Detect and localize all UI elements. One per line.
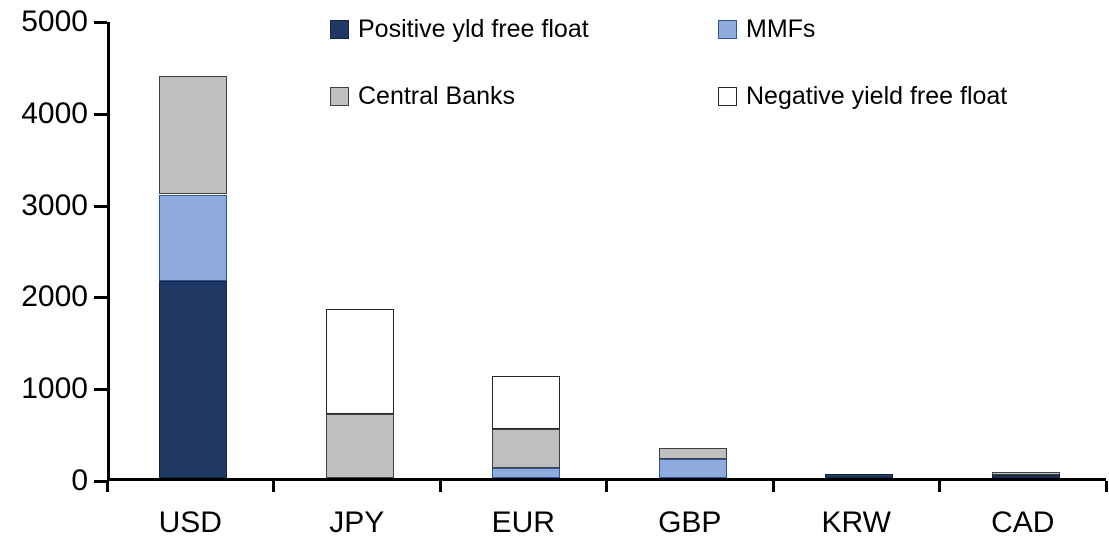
bar-segment — [159, 76, 227, 194]
x-axis-label: KRW — [821, 506, 891, 539]
legend-label: Negative yield free float — [746, 82, 1008, 110]
y-tick-label: 5000 — [21, 5, 88, 38]
bar-segment — [159, 281, 227, 478]
x-tick-mark — [605, 481, 608, 492]
bar-segment — [492, 429, 560, 468]
legend-item: Negative yield free float — [718, 83, 1007, 109]
x-axis-label: EUR — [491, 506, 555, 539]
legend-item: Positive yld free float — [330, 16, 589, 42]
x-tick-mark — [938, 481, 941, 492]
y-tick-label: 0 — [71, 464, 88, 497]
y-tick-mark — [94, 112, 107, 116]
x-tick-mark — [771, 481, 775, 492]
x-tick-mark — [438, 481, 442, 492]
y-tick-mark — [94, 204, 107, 208]
bar-segment — [326, 309, 394, 414]
legend-item: MMFs — [718, 16, 815, 42]
x-tick-mark — [1104, 481, 1108, 492]
bar-segment — [159, 195, 227, 281]
bar-segment — [992, 475, 1060, 478]
legend-swatch-negative-yield-icon — [718, 86, 737, 106]
y-tick-mark — [94, 480, 107, 483]
legend-label: MMFs — [746, 15, 816, 43]
x-axis-label: USD — [158, 506, 222, 539]
y-tick-mark — [94, 388, 107, 392]
bar-segment — [492, 468, 560, 478]
bar-segment — [825, 474, 893, 478]
bar-segment — [992, 472, 1060, 475]
bar-segment — [659, 459, 727, 478]
bar-segment — [659, 448, 727, 459]
y-tick-label: 2000 — [21, 280, 88, 314]
bar-segment — [492, 376, 560, 429]
y-tick-label: 4000 — [21, 96, 88, 130]
y-tick-mark — [94, 296, 107, 300]
y-tick-label: 3000 — [21, 188, 88, 222]
x-axis-label: JPY — [329, 506, 385, 539]
x-tick-mark — [272, 481, 275, 492]
x-axis-label: CAD — [991, 506, 1055, 539]
plot-area — [107, 22, 1106, 481]
legend-label: Positive yld free float — [358, 15, 589, 43]
x-axis-label: GBP — [658, 506, 722, 539]
y-tick-mark — [94, 21, 107, 24]
legend-item: Central Banks — [330, 83, 515, 109]
legend-swatch-mmfs-icon — [718, 19, 737, 39]
y-tick-label: 1000 — [21, 372, 88, 406]
bar-segment — [326, 414, 394, 478]
legend-swatch-positive-yld-icon — [330, 19, 349, 39]
legend-label: Central Banks — [358, 82, 516, 110]
legend-swatch-central-banks-icon — [330, 86, 349, 106]
x-tick-mark — [105, 481, 109, 492]
